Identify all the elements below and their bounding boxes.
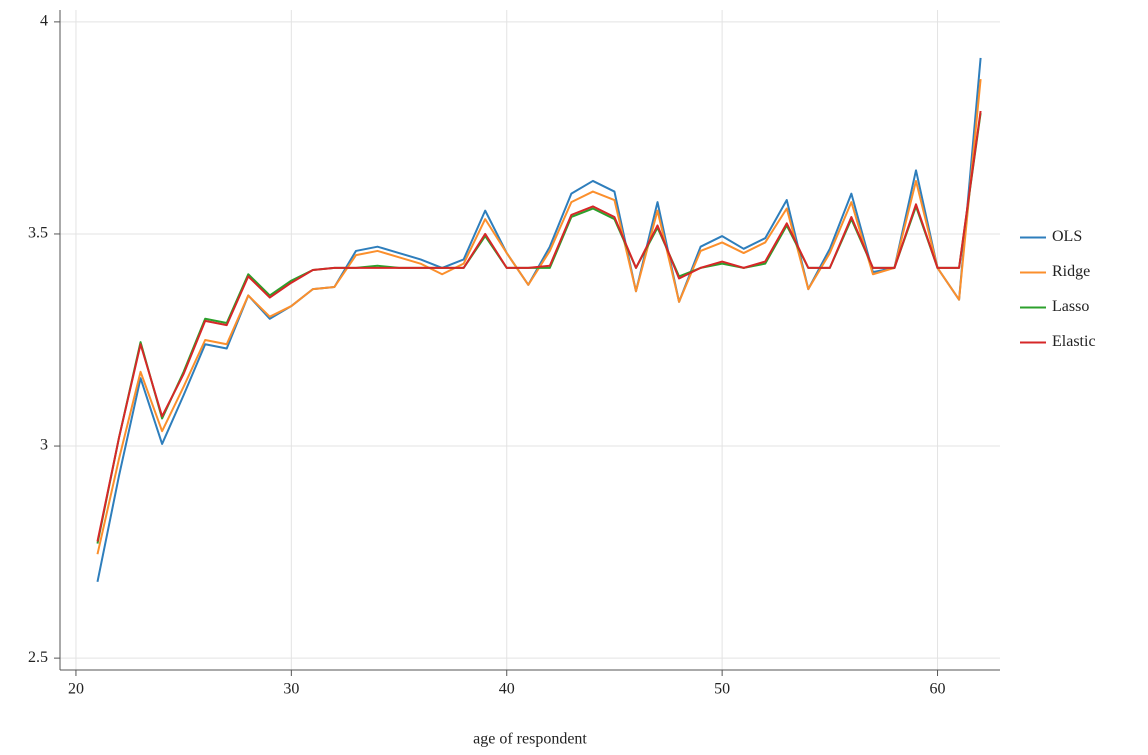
legend-label: OLS	[1052, 228, 1082, 245]
x-tick-label: 50	[714, 681, 730, 698]
x-axis-title: age of respondent	[473, 731, 587, 748]
y-tick-label: 3	[40, 437, 48, 454]
series-line	[96, 112, 982, 544]
x-tick-label: 20	[68, 681, 84, 698]
legend-label: Ridge	[1052, 263, 1090, 280]
x-tick-label: 60	[930, 681, 946, 698]
x-tick-label: 40	[499, 681, 515, 698]
x-tick-label: 30	[283, 681, 299, 698]
legend-label: Lasso	[1052, 298, 1089, 315]
y-tick-label: 2.5	[28, 649, 48, 666]
y-tick-label: 3.5	[28, 225, 48, 242]
legend-label: Elastic	[1052, 333, 1096, 350]
y-tick-label: 4	[40, 13, 48, 30]
series-line	[96, 110, 982, 542]
